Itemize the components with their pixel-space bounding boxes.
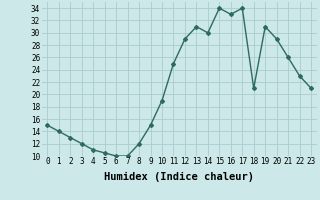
X-axis label: Humidex (Indice chaleur): Humidex (Indice chaleur) xyxy=(104,172,254,182)
